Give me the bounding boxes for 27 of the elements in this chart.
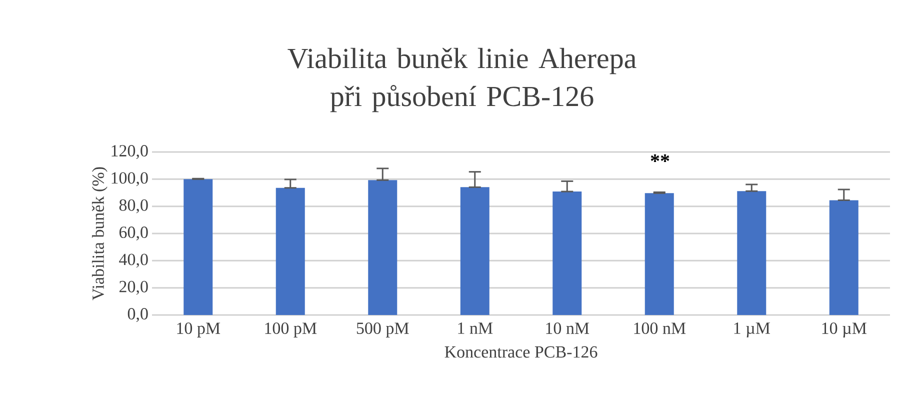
x-axis-title: Koncentrace PCB-126 bbox=[444, 346, 598, 358]
x-tick-label: 1 µM bbox=[734, 322, 770, 338]
x-tick-label: 100 nM bbox=[634, 322, 686, 334]
x-tick-label: 1 nM bbox=[458, 322, 493, 334]
x-tick-label: 10 nM bbox=[546, 322, 590, 334]
bar bbox=[460, 187, 490, 315]
x-tick-label: 100 pM bbox=[265, 322, 317, 338]
y-tick-label: 0,0 bbox=[128, 308, 148, 322]
annotation: ** bbox=[650, 154, 670, 162]
bar bbox=[276, 188, 305, 315]
y-tick-label: 60,0 bbox=[119, 226, 148, 240]
y-tick-label: 20,0 bbox=[119, 280, 148, 295]
x-tick-label: 500 pM bbox=[356, 322, 409, 338]
bar bbox=[829, 200, 858, 315]
bar bbox=[368, 180, 398, 315]
y-axis-title: Viabilita buněk (%) bbox=[92, 167, 108, 300]
chart-title: Viabilita buněk linie Aherepa při působení PCB-126 bbox=[288, 48, 636, 112]
bar bbox=[737, 191, 766, 315]
y-tick-label: 80,0 bbox=[119, 199, 148, 214]
y-tick-label: 120,0 bbox=[112, 145, 148, 159]
y-tick-label: 100,0 bbox=[112, 172, 148, 186]
bar bbox=[644, 193, 674, 315]
x-tick-label: 10 pM bbox=[177, 322, 220, 338]
bar bbox=[552, 192, 582, 315]
y-tick-label: 40,0 bbox=[119, 254, 148, 268]
x-tick-label: 10 µM bbox=[822, 322, 866, 338]
bar bbox=[184, 179, 213, 315]
